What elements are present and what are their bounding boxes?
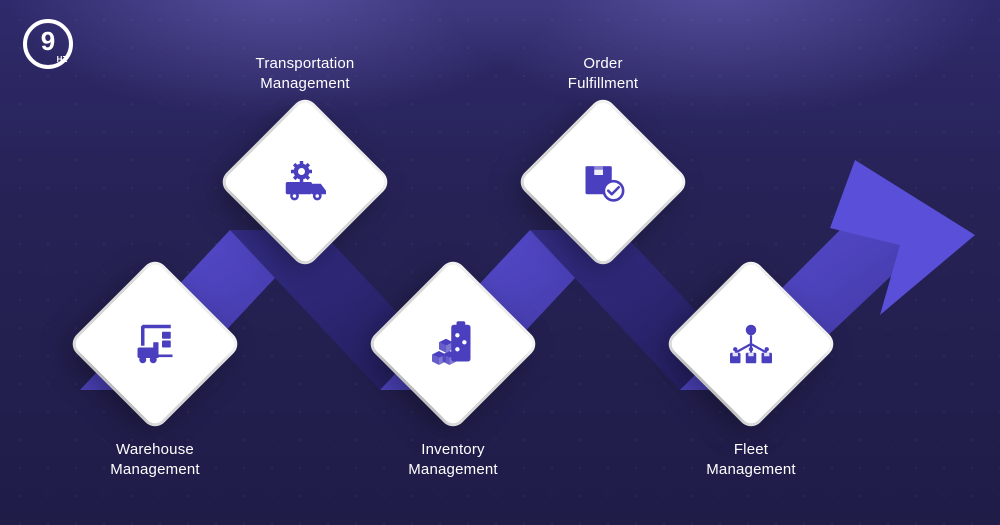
truck-gear-icon bbox=[275, 152, 335, 212]
logo-glyph: 9 bbox=[41, 26, 55, 56]
node-order-label: Order Fulfillment bbox=[513, 54, 693, 95]
node-warehouse-label: Warehouse Management bbox=[65, 440, 245, 481]
brand-logo: 9 HZ bbox=[22, 18, 74, 70]
infographic-canvas: 9 HZ bbox=[0, 0, 1000, 525]
node-fleet-label: Fleet Management bbox=[661, 440, 841, 481]
warehouse-forklift-icon bbox=[125, 314, 185, 374]
label-line: Management bbox=[408, 461, 498, 478]
label-line: Fleet bbox=[734, 441, 768, 458]
label-line: Transportation bbox=[256, 55, 355, 72]
logo-suffix: HZ bbox=[57, 55, 68, 64]
clipboard-boxes-icon bbox=[423, 314, 483, 374]
node-transportation-label: Transportation Management bbox=[215, 54, 395, 95]
label-line: Order bbox=[583, 55, 622, 72]
label-line: Warehouse bbox=[116, 441, 194, 458]
label-line: Management bbox=[260, 75, 350, 92]
label-line: Management bbox=[706, 461, 796, 478]
network-boxes-icon bbox=[721, 314, 781, 374]
label-line: Management bbox=[110, 461, 200, 478]
node-inventory-label: Inventory Management bbox=[363, 440, 543, 481]
label-line: Inventory bbox=[421, 441, 485, 458]
box-check-icon bbox=[573, 152, 633, 212]
label-line: Fulfillment bbox=[568, 75, 639, 92]
